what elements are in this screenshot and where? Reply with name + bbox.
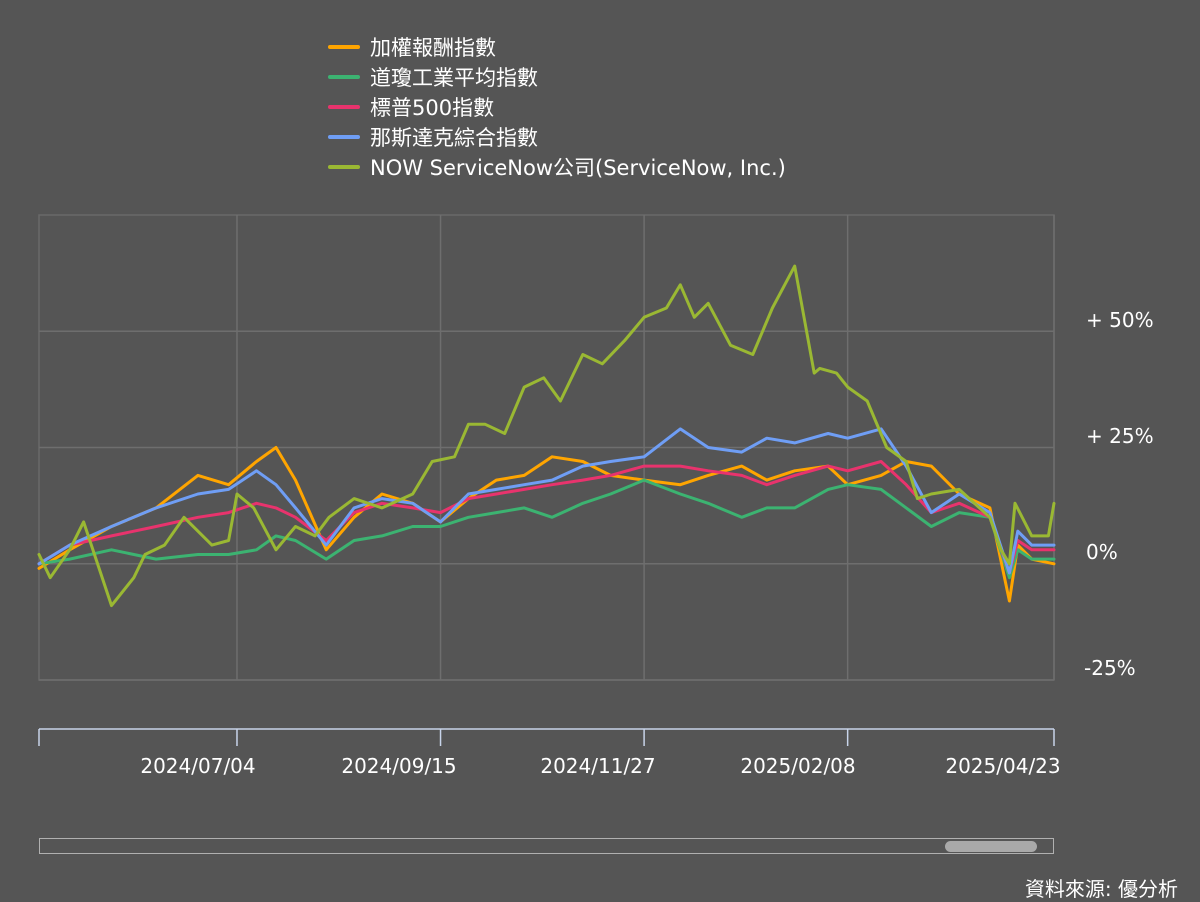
legend-label-taiex: 加權報酬指數 [370, 36, 496, 60]
series-line-now [37, 264, 1056, 608]
y-tick-label: + 25% [1086, 424, 1154, 448]
legend-item-taiex[interactable]: 加權報酬指數 [328, 32, 786, 62]
x-tick-label: 2024/07/04 [140, 754, 256, 778]
series-line-nasdaq [37, 427, 1056, 575]
legend-swatch-taiex [328, 45, 360, 49]
legend-item-nasdaq[interactable]: 那斯達克綜合指數 [328, 122, 786, 152]
legend-item-sp500[interactable]: 標普500指數 [328, 92, 786, 122]
x-tick-label: 2024/09/15 [341, 754, 457, 778]
y-tick-label: -25% [1084, 656, 1136, 680]
legend-label-nasdaq: 那斯達克綜合指數 [370, 126, 538, 150]
series-line-dow [37, 478, 1056, 580]
legend-item-dow[interactable]: 道瓊工業平均指數 [328, 62, 786, 92]
x-tick-label: 2025/02/08 [740, 754, 856, 778]
y-tick-label: + 50% [1086, 308, 1154, 332]
series-lines [37, 264, 1056, 608]
scrollbar-track[interactable] [39, 838, 1054, 854]
legend-swatch-dow [328, 75, 360, 79]
series-line-taiex [37, 446, 1056, 603]
legend-label-dow: 道瓊工業平均指數 [370, 66, 538, 90]
x-tick-label: 2025/04/23 [945, 754, 1061, 778]
grid-lines [38, 214, 1055, 681]
legend-item-now[interactable]: NOW ServiceNow公司(ServiceNow, Inc.) [328, 152, 786, 182]
x-tick-label: 2024/11/27 [540, 754, 656, 778]
legend-swatch-sp500 [328, 105, 360, 109]
data-source-label: 資料來源: 優分析 [1024, 877, 1178, 901]
x-axis [38, 728, 1055, 746]
scrollbar-thumb[interactable] [945, 841, 1037, 852]
legend: 加權報酬指數 道瓊工業平均指數 標普500指數 那斯達克綜合指數 NOW Ser… [328, 32, 786, 182]
legend-label-sp500: 標普500指數 [370, 96, 495, 120]
y-tick-label: 0% [1086, 540, 1118, 564]
legend-label-now: NOW ServiceNow公司(ServiceNow, Inc.) [370, 156, 786, 180]
legend-swatch-now [328, 165, 360, 169]
legend-swatch-nasdaq [328, 135, 360, 139]
